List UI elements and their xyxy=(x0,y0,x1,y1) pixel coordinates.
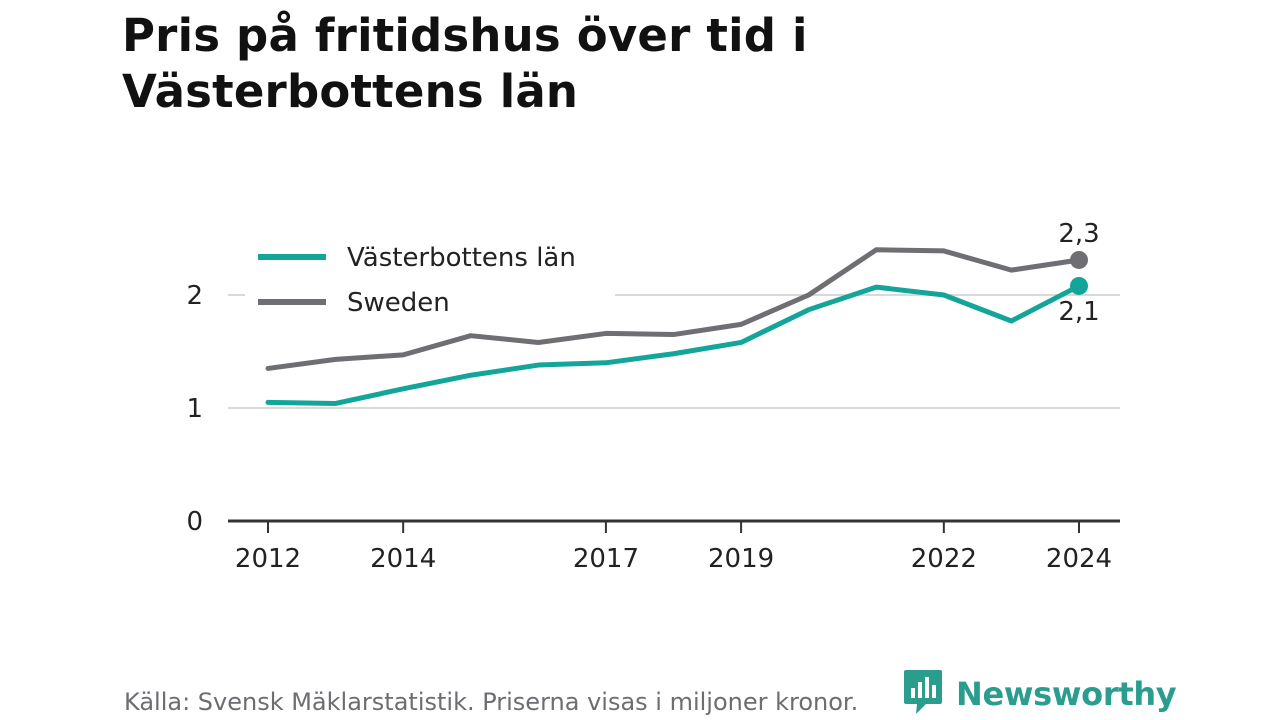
x-tick-label: 2022 xyxy=(911,544,977,574)
x-tick-label: 2024 xyxy=(1046,544,1112,574)
y-tick-label: 2 xyxy=(186,281,203,311)
newsworthy-logo-icon xyxy=(902,668,944,720)
end-value-label: 2,1 xyxy=(1058,297,1099,327)
legend: Västerbottens län Sweden xyxy=(245,232,615,330)
chart-title: Pris på fritidshus över tid i Västerbott… xyxy=(122,9,808,118)
x-tick-label: 2017 xyxy=(573,544,639,574)
end-point-sweden xyxy=(1070,250,1088,269)
series-line-vasterbotten xyxy=(265,283,1082,406)
legend-background xyxy=(245,232,615,330)
series-line-sweden xyxy=(265,247,1082,371)
series-layer xyxy=(265,247,1088,406)
end-point-vasterbotten xyxy=(1070,276,1088,295)
x-tick-label: 2019 xyxy=(708,544,774,574)
end-value-label: 2,3 xyxy=(1058,219,1099,249)
legend-label: Västerbottens län xyxy=(347,243,576,273)
legend-label: Sweden xyxy=(347,288,450,318)
axes: 0 1 2 2012 2014 2017 2019 2022 2024 xyxy=(186,281,1120,574)
y-tick-label: 1 xyxy=(186,394,203,424)
brand-name: Newsworthy xyxy=(956,675,1177,713)
y-tick-label: 0 xyxy=(186,507,203,537)
x-tick-label: 2014 xyxy=(370,544,436,574)
source-note: Källa: Svensk Mäklarstatistik. Priserna … xyxy=(124,688,859,716)
brand-logo: Newsworthy xyxy=(902,668,1177,720)
x-tick-label: 2012 xyxy=(235,544,301,574)
end-labels: 2,1 2,3 xyxy=(1058,219,1099,327)
line-chart: 0 1 2 2012 2014 2017 2019 2022 2024 Västerbotten… xyxy=(186,219,1120,574)
